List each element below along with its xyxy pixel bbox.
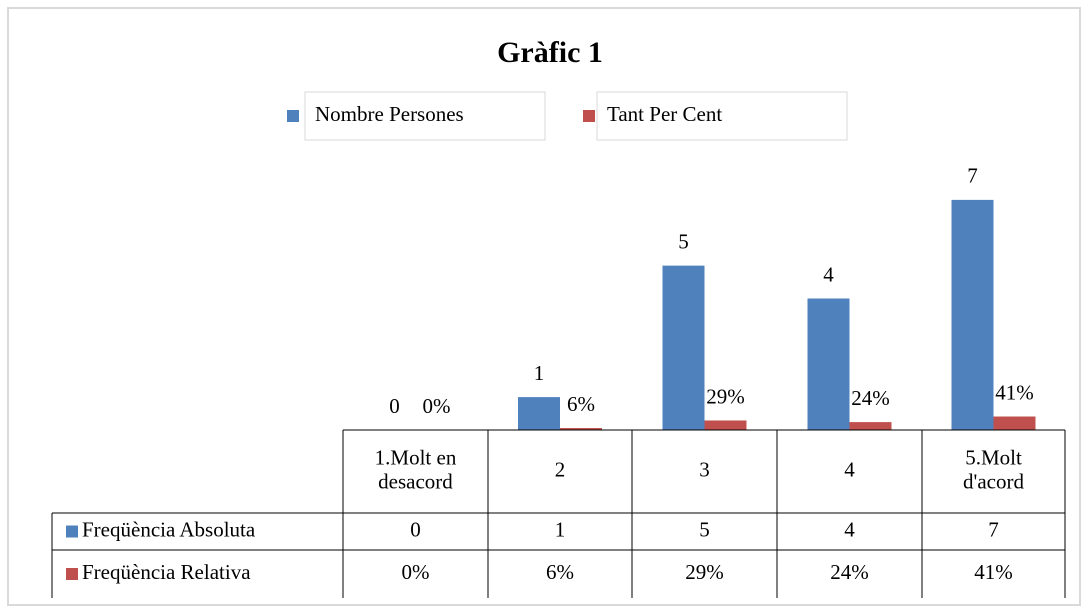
data-label: 7	[967, 164, 978, 188]
bar	[807, 298, 850, 430]
bar	[518, 397, 560, 430]
data-label: 0%	[423, 394, 451, 418]
legend-swatch	[287, 110, 299, 122]
x-tick-label: 5.Molt d'acord	[963, 445, 1024, 493]
bar	[560, 428, 602, 430]
bar	[993, 416, 1036, 430]
legend-box	[596, 91, 848, 141]
x-tick-label: 4	[844, 457, 855, 481]
data-label: 29%	[706, 384, 745, 408]
data-label: 4	[823, 262, 834, 286]
data-label: 5	[678, 229, 689, 253]
table-cell: 41%	[974, 560, 1013, 584]
table-cell: 6%	[546, 560, 574, 584]
data-label: 41%	[995, 380, 1034, 404]
legend-label: Nombre Persones	[315, 102, 464, 126]
table-row-label: Freqüència Absoluta	[82, 517, 256, 541]
legend-swatch	[583, 110, 595, 122]
data-label: 6%	[567, 392, 595, 416]
table-cell: 0%	[402, 560, 430, 584]
table-row-label: Freqüència Relativa	[82, 560, 251, 584]
data-label: 0	[389, 394, 400, 418]
table-cell: 5	[699, 517, 710, 541]
table-cell: 7	[988, 517, 999, 541]
legend-label: Tant Per Cent	[607, 102, 722, 126]
x-tick-label: 1.Molt en desacord	[375, 445, 457, 493]
table-cell: 24%	[830, 560, 869, 584]
bar	[951, 199, 994, 430]
table-cell: 0	[410, 517, 421, 541]
legend-box	[304, 91, 546, 141]
chart-title: Gràfic 1	[497, 36, 603, 69]
data-label: 24%	[851, 386, 890, 410]
x-tick-label: 2	[555, 457, 566, 481]
bar	[662, 265, 705, 430]
bar	[849, 422, 892, 430]
table-cell: 29%	[685, 560, 724, 584]
x-tick-label: 3	[699, 457, 710, 481]
table-swatch	[66, 525, 78, 538]
table-swatch	[66, 568, 78, 580]
data-label: 1	[534, 361, 545, 385]
table-cell: 1	[555, 517, 566, 541]
table-cell: 4	[844, 517, 855, 541]
bar	[704, 420, 747, 430]
